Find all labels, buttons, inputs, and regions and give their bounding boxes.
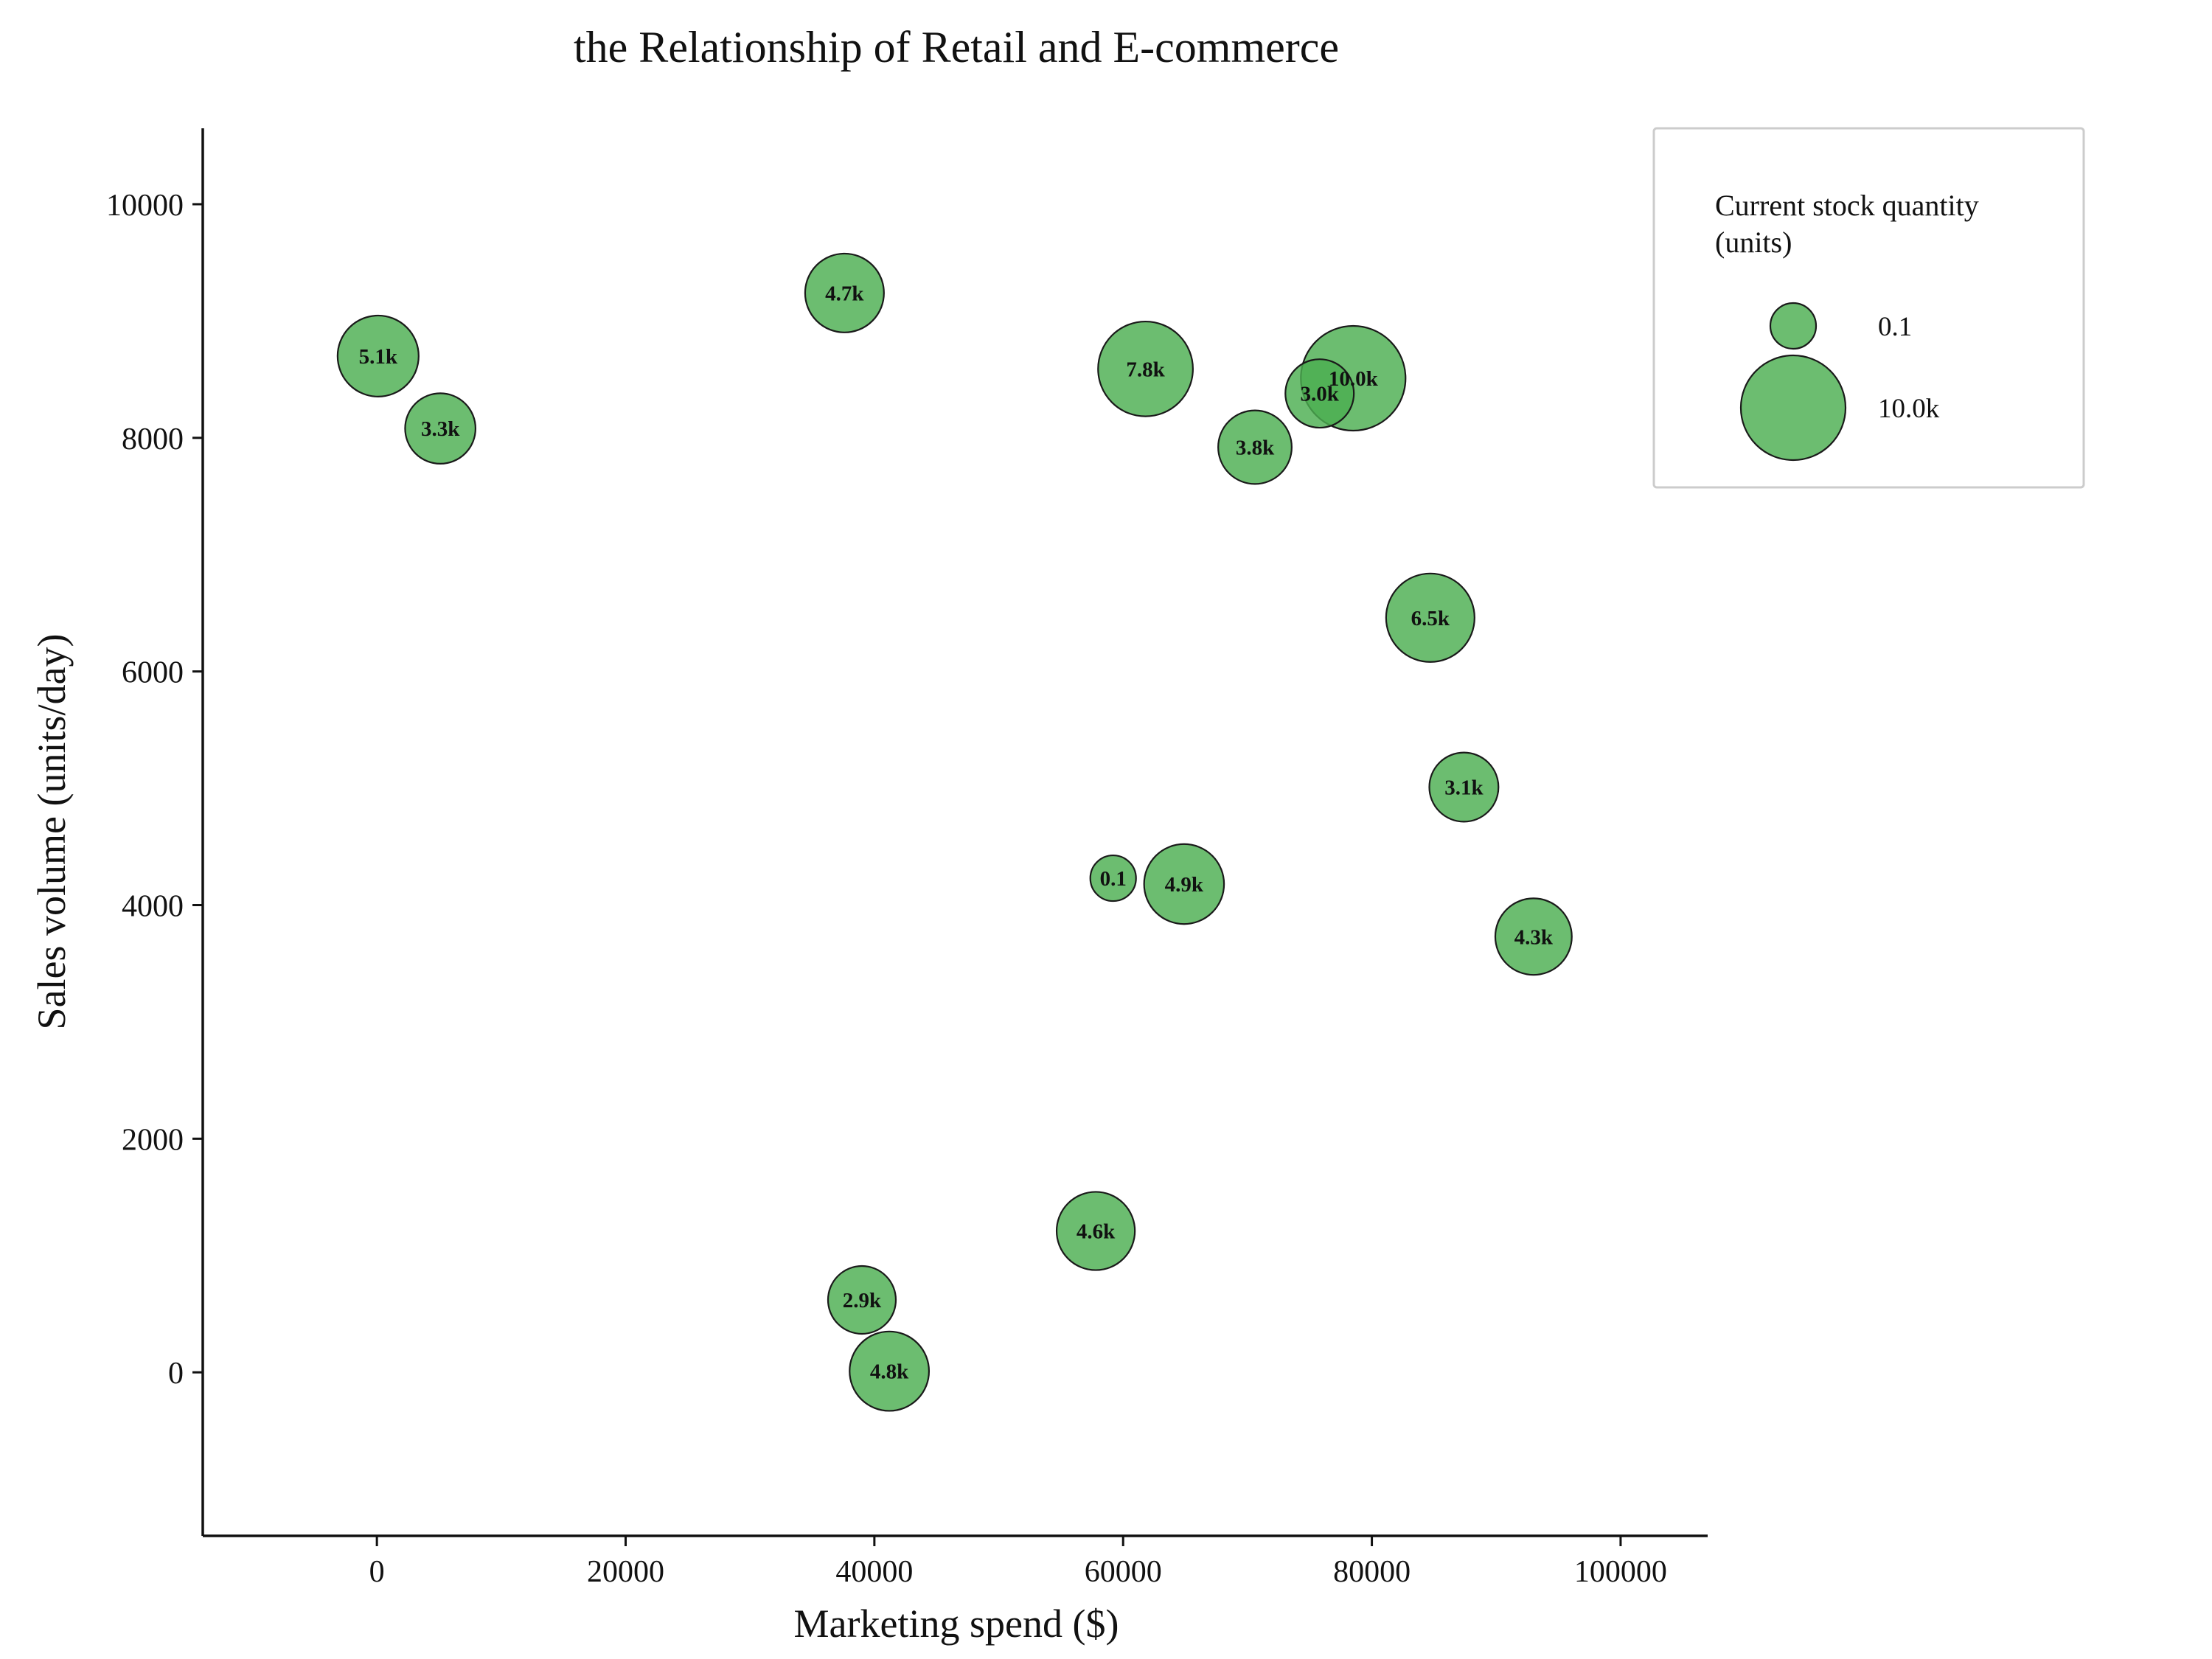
x-tick-label: 60000 bbox=[1085, 1555, 1162, 1589]
legend-entry-label: 0.1 bbox=[1878, 312, 1912, 342]
bubble bbox=[1494, 897, 1573, 976]
bubble bbox=[1385, 572, 1475, 663]
bubble-label: 4.9k bbox=[1165, 873, 1204, 897]
x-tick-label: 20000 bbox=[587, 1555, 664, 1589]
y-tick-label: 6000 bbox=[122, 656, 184, 690]
bubble bbox=[849, 1330, 931, 1412]
bubble-label: 0.1 bbox=[1100, 867, 1127, 891]
bubble bbox=[827, 1265, 897, 1335]
legend-frame bbox=[1652, 127, 2085, 489]
bubble-label: 4.3k bbox=[1514, 925, 1554, 949]
y-axis-ticks: 0 2000 4000 6000 8000 10000 bbox=[106, 189, 203, 1391]
x-tick-label: 100000 bbox=[1574, 1555, 1667, 1589]
bubble-label: 10.0k bbox=[1329, 367, 1379, 391]
y-tick-label: 2000 bbox=[122, 1123, 184, 1157]
bubble-label: 3.8k bbox=[1236, 436, 1275, 459]
legend-title-line1: Current stock quantity bbox=[1715, 189, 1979, 222]
x-tick-label: 80000 bbox=[1333, 1555, 1411, 1589]
bubble bbox=[1055, 1191, 1136, 1271]
bubble-label: 5.1k bbox=[359, 345, 398, 369]
y-tick-label: 8000 bbox=[122, 422, 184, 456]
x-axis-label: Marketing spend ($) bbox=[794, 1601, 1119, 1646]
bubble-label: 3.3k bbox=[421, 417, 460, 441]
bubble bbox=[804, 252, 885, 333]
bubble-label: 7.8k bbox=[1126, 358, 1165, 381]
bubble-label: 3.0k bbox=[1301, 383, 1340, 406]
legend-entries: 0.1 10.0k bbox=[1739, 302, 1940, 462]
y-tick-label: 4000 bbox=[122, 890, 184, 924]
bubble-label: 4.7k bbox=[825, 282, 864, 305]
x-tick-label: 0 bbox=[369, 1555, 385, 1589]
bubble bbox=[336, 314, 420, 397]
bubble bbox=[1428, 751, 1500, 823]
bubble-label: 4.6k bbox=[1077, 1220, 1116, 1244]
bubble bbox=[1097, 320, 1194, 417]
bubble bbox=[404, 392, 477, 465]
x-axis-ticks: 0 20000 40000 60000 80000 100000 bbox=[369, 1536, 1667, 1589]
legend-entry-label: 10.0k bbox=[1878, 394, 1940, 424]
bubble bbox=[1143, 843, 1225, 925]
bubble-label: 2.9k bbox=[843, 1289, 882, 1312]
legend-bubble bbox=[1769, 302, 1818, 350]
legend-bubble bbox=[1739, 354, 1847, 462]
x-tick-label: 40000 bbox=[835, 1555, 913, 1589]
bubble bbox=[1284, 358, 1355, 429]
y-tick-label: 10000 bbox=[106, 189, 184, 223]
y-tick-label: 0 bbox=[168, 1357, 184, 1391]
chart-title: the Relationship of Retail and E-commerc… bbox=[574, 23, 1339, 72]
legend-title-line2: (units) bbox=[1715, 226, 1792, 259]
legend: Current stock quantity (units) 0.1 10.0k bbox=[1652, 127, 2085, 489]
y-axis-label: Sales volume (units/day) bbox=[29, 634, 74, 1030]
bubble bbox=[1089, 854, 1137, 902]
bubble bbox=[1217, 409, 1293, 485]
bubble-label: 4.8k bbox=[870, 1360, 909, 1384]
bubble-label: 6.5k bbox=[1411, 607, 1450, 630]
bubble-label: 3.1k bbox=[1444, 776, 1484, 800]
bubble-layer: 5.1k 3.3k 4.7k 7.8k 10.0k3.0k 3.8k 6.5k 3.1k 0.1… bbox=[336, 252, 1573, 1412]
